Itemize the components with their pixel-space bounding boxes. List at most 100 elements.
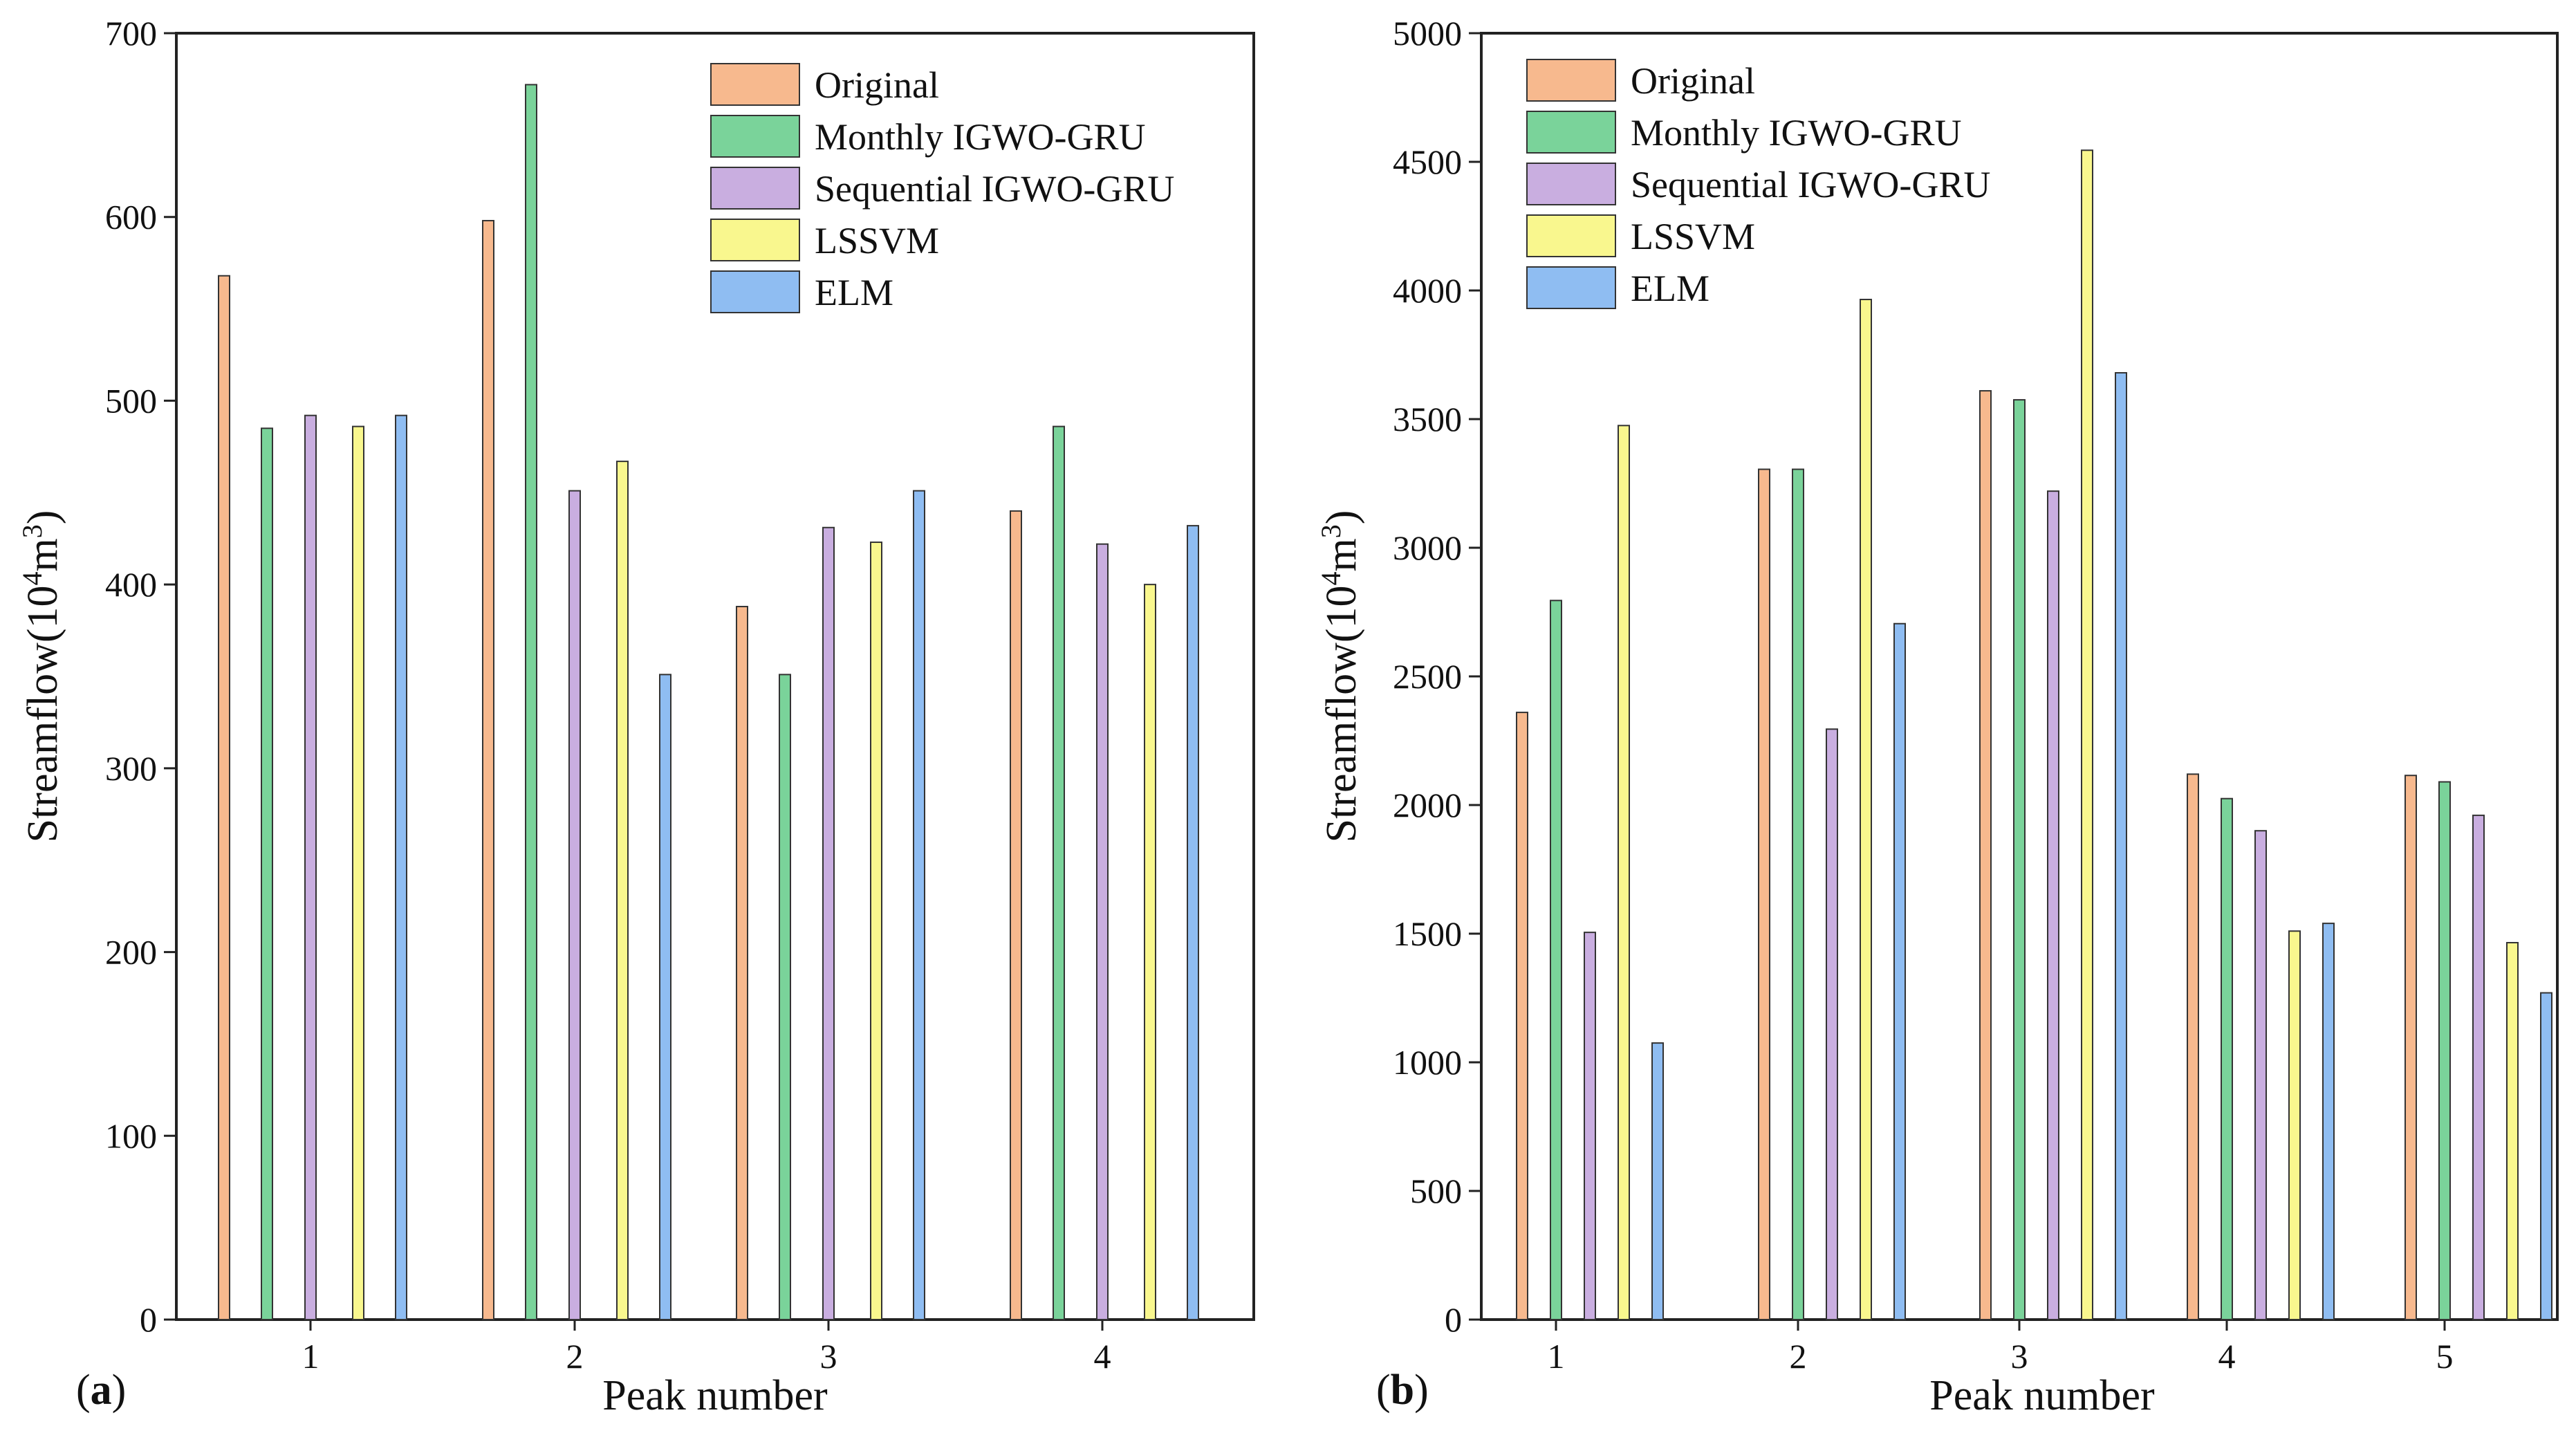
x-axis-label: Peak number	[1929, 1372, 2155, 1419]
legend-label: ELM	[1631, 268, 1709, 309]
bar-lssvm-peak-5	[2506, 942, 2519, 1320]
y-tick-label: 5000	[1393, 14, 1462, 53]
bar-lssvm-peak-2	[1860, 299, 1872, 1320]
y-tick-label: 3000	[1393, 528, 1462, 567]
bar-lssvm-peak-1	[1618, 425, 1630, 1320]
x-tick-label: 3	[820, 1337, 837, 1376]
x-tick-label: 4	[2218, 1337, 2236, 1376]
legend-label: Original	[815, 64, 939, 106]
x-tick-label: 1	[1548, 1337, 1565, 1376]
y-axis-label-part: )	[1318, 510, 1365, 525]
x-tick-label: 2	[1790, 1337, 1807, 1376]
panel-label: (a)	[76, 1367, 126, 1414]
y-tick-label: 0	[140, 1300, 157, 1339]
y-axis-label-part: m	[19, 538, 66, 571]
panel-label: (b)	[1376, 1367, 1429, 1414]
panel-label-close: )	[112, 1367, 127, 1414]
bar-monthly-igwo-gru-peak-4	[2221, 797, 2233, 1320]
chart-panel-b: 0 500 1000 1500 2000 2500 3000 3500 4000 4500 5000…	[1315, 14, 2559, 1419]
bar-sequential-igwo-gru-peak-3	[822, 526, 835, 1320]
y-axis-label-part: Streamflow(10	[19, 585, 66, 842]
x-tick-label: 1	[302, 1337, 319, 1376]
bar-monthly-igwo-gru-peak-1	[1550, 600, 1562, 1320]
bar-original-peak-5	[2404, 775, 2417, 1320]
bar-lssvm-peak-3	[870, 542, 882, 1320]
bar-elm-peak-5	[2540, 992, 2552, 1321]
legend-label: Sequential IGWO-GRU	[1631, 164, 1990, 205]
bar-elm-peak-4	[1187, 525, 1199, 1320]
bar-lssvm-peak-2	[616, 461, 629, 1320]
bar-original-peak-1	[218, 275, 230, 1321]
bar-elm-peak-4	[2322, 923, 2335, 1320]
panel-label-open: (	[76, 1367, 91, 1414]
bar-original-peak-3	[1979, 390, 1992, 1321]
x-tick-label: 2	[566, 1337, 584, 1376]
y-tick-label: 600	[105, 198, 157, 237]
panel-label-open: (	[1376, 1367, 1391, 1414]
y-tick-label: 500	[105, 381, 157, 420]
y-tick-label: 1500	[1393, 914, 1462, 953]
y-tick-label: 4000	[1393, 271, 1462, 310]
bar-elm-peak-2	[1893, 622, 1906, 1320]
bar-original-peak-3	[736, 606, 748, 1320]
y-axis-label-part: 3	[1315, 524, 1346, 538]
legend-label: LSSVM	[1631, 216, 1755, 257]
legend-swatch	[1526, 266, 1616, 309]
legend-swatch	[1526, 214, 1616, 257]
bar-elm-peak-1	[395, 414, 407, 1321]
legend-swatch	[710, 115, 800, 158]
bar-elm-peak-2	[659, 674, 671, 1320]
bar-sequential-igwo-gru-peak-2	[568, 490, 581, 1321]
plot-frame	[175, 32, 1255, 1321]
y-tick-label: 1000	[1393, 1043, 1462, 1082]
legend-swatch	[710, 219, 800, 261]
y-tick-label: 2500	[1393, 657, 1462, 696]
bar-elm-peak-1	[1651, 1042, 1664, 1320]
y-axis-label-part: m	[1318, 538, 1365, 571]
legend-label: ELM	[815, 272, 893, 313]
bar-lssvm-peak-1	[352, 425, 364, 1321]
legend-swatch	[1526, 163, 1616, 205]
y-tick-label: 2000	[1393, 786, 1462, 824]
bar-monthly-igwo-gru-peak-2	[1792, 468, 1804, 1320]
bar-original-peak-1	[1516, 712, 1528, 1320]
panel-label-letter: a	[91, 1367, 112, 1414]
legend-swatch	[1526, 59, 1616, 102]
bar-monthly-igwo-gru-peak-3	[2013, 399, 2026, 1320]
legend: Original Monthly IGWO-GRU Sequential IGWO-…	[1526, 59, 1990, 309]
bar-sequential-igwo-gru-peak-1	[304, 414, 317, 1321]
legend-swatch	[710, 270, 800, 313]
x-tick-label: 5	[2436, 1337, 2454, 1376]
legend-label: Sequential IGWO-GRU	[815, 168, 1174, 210]
bar-original-peak-4	[1010, 510, 1022, 1320]
bar-sequential-igwo-gru-peak-2	[1826, 728, 1838, 1320]
chart-panel-a: 0 100 200 300 400 500 600 700 1 2 3 4 Original Monthl…	[17, 14, 1255, 1419]
bar-sequential-igwo-gru-peak-4	[1096, 543, 1109, 1321]
y-axis-label: Streamflow(104m3)	[1315, 510, 1366, 843]
y-tick-label: 100	[105, 1116, 157, 1155]
bar-monthly-igwo-gru-peak-2	[525, 84, 537, 1320]
bar-original-peak-4	[2187, 773, 2199, 1320]
y-axis-label-part: Streamflow(10	[1318, 585, 1365, 842]
bar-elm-peak-3	[2115, 372, 2127, 1320]
bar-lssvm-peak-4	[1144, 584, 1156, 1321]
legend-label: LSSVM	[815, 220, 939, 261]
legend-swatch	[1526, 111, 1616, 154]
y-tick-label: 500	[1410, 1172, 1462, 1210]
bar-sequential-igwo-gru-peak-1	[1584, 932, 1596, 1320]
bar-sequential-igwo-gru-peak-3	[2047, 490, 2059, 1320]
x-tick-label: 3	[2011, 1337, 2028, 1376]
legend-label: Monthly IGWO-GRU	[1631, 112, 1961, 154]
y-tick-label: 4500	[1393, 142, 1462, 181]
y-axis-label-part: 4	[1315, 571, 1346, 585]
bar-original-peak-2	[1758, 468, 1770, 1320]
legend: Original Monthly IGWO-GRU Sequential IGWO-…	[710, 63, 1174, 313]
legend-swatch	[710, 167, 800, 210]
y-axis-label: Streamflow(104m3)	[17, 510, 67, 843]
bar-original-peak-2	[482, 220, 494, 1320]
y-axis-label-part: )	[19, 510, 66, 525]
bar-monthly-igwo-gru-peak-1	[261, 427, 273, 1320]
bar-lssvm-peak-4	[2288, 930, 2301, 1320]
